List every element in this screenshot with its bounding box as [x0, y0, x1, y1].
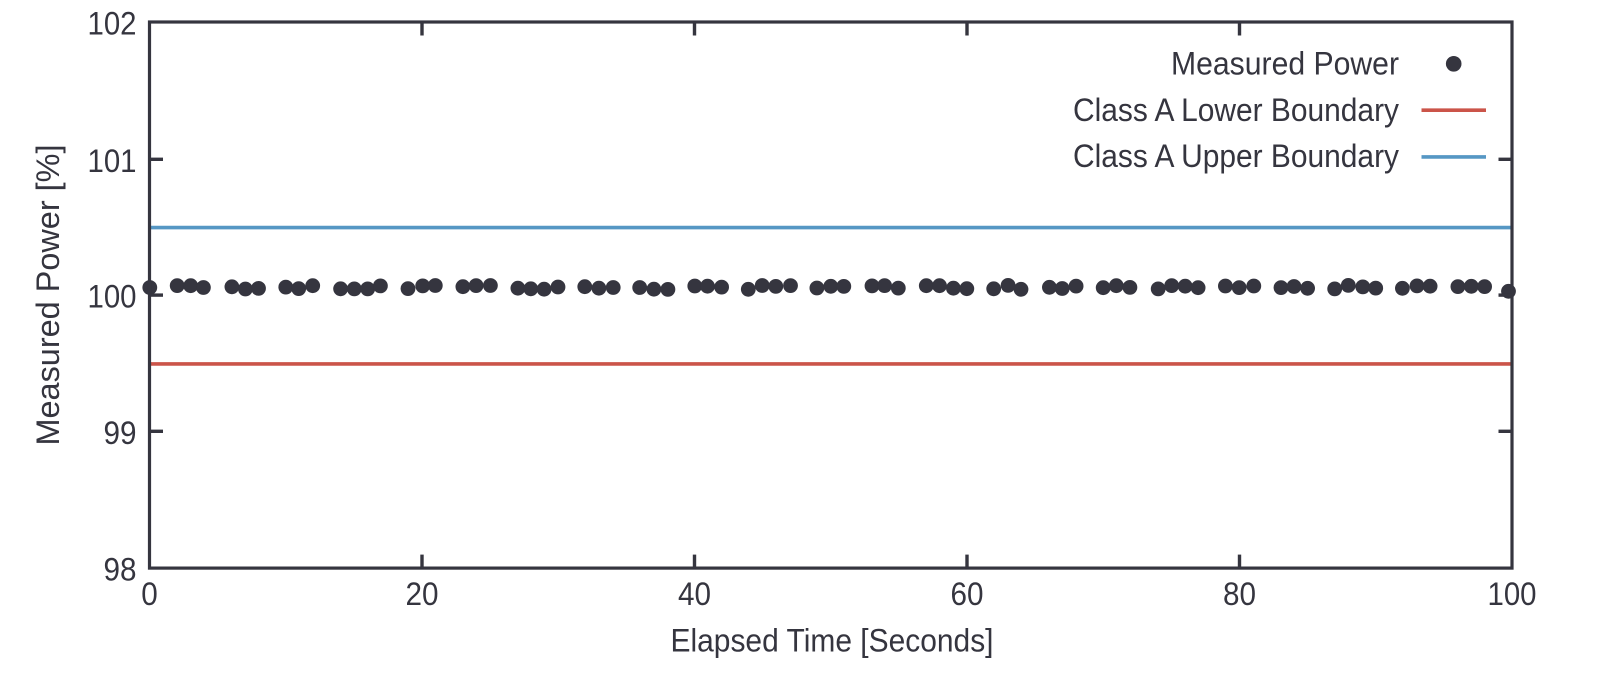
svg-text:102: 102: [88, 6, 137, 42]
svg-text:Class A Lower Boundary: Class A Lower Boundary: [1073, 92, 1399, 128]
svg-text:101: 101: [88, 143, 137, 179]
svg-text:0: 0: [141, 576, 158, 612]
svg-text:Measured Power [%]: Measured Power [%]: [30, 145, 66, 446]
svg-text:Class A Upper Boundary: Class A Upper Boundary: [1073, 138, 1399, 174]
svg-text:40: 40: [678, 576, 711, 612]
svg-text:100: 100: [1488, 576, 1537, 612]
svg-text:60: 60: [951, 576, 984, 612]
svg-text:98: 98: [104, 552, 137, 588]
svg-text:Elapsed Time [Seconds]: Elapsed Time [Seconds]: [671, 623, 994, 659]
svg-text:20: 20: [406, 576, 439, 612]
svg-text:80: 80: [1223, 576, 1256, 612]
svg-text:Measured Power: Measured Power: [1171, 46, 1399, 82]
svg-text:99: 99: [104, 415, 137, 451]
svg-text:100: 100: [88, 279, 137, 315]
